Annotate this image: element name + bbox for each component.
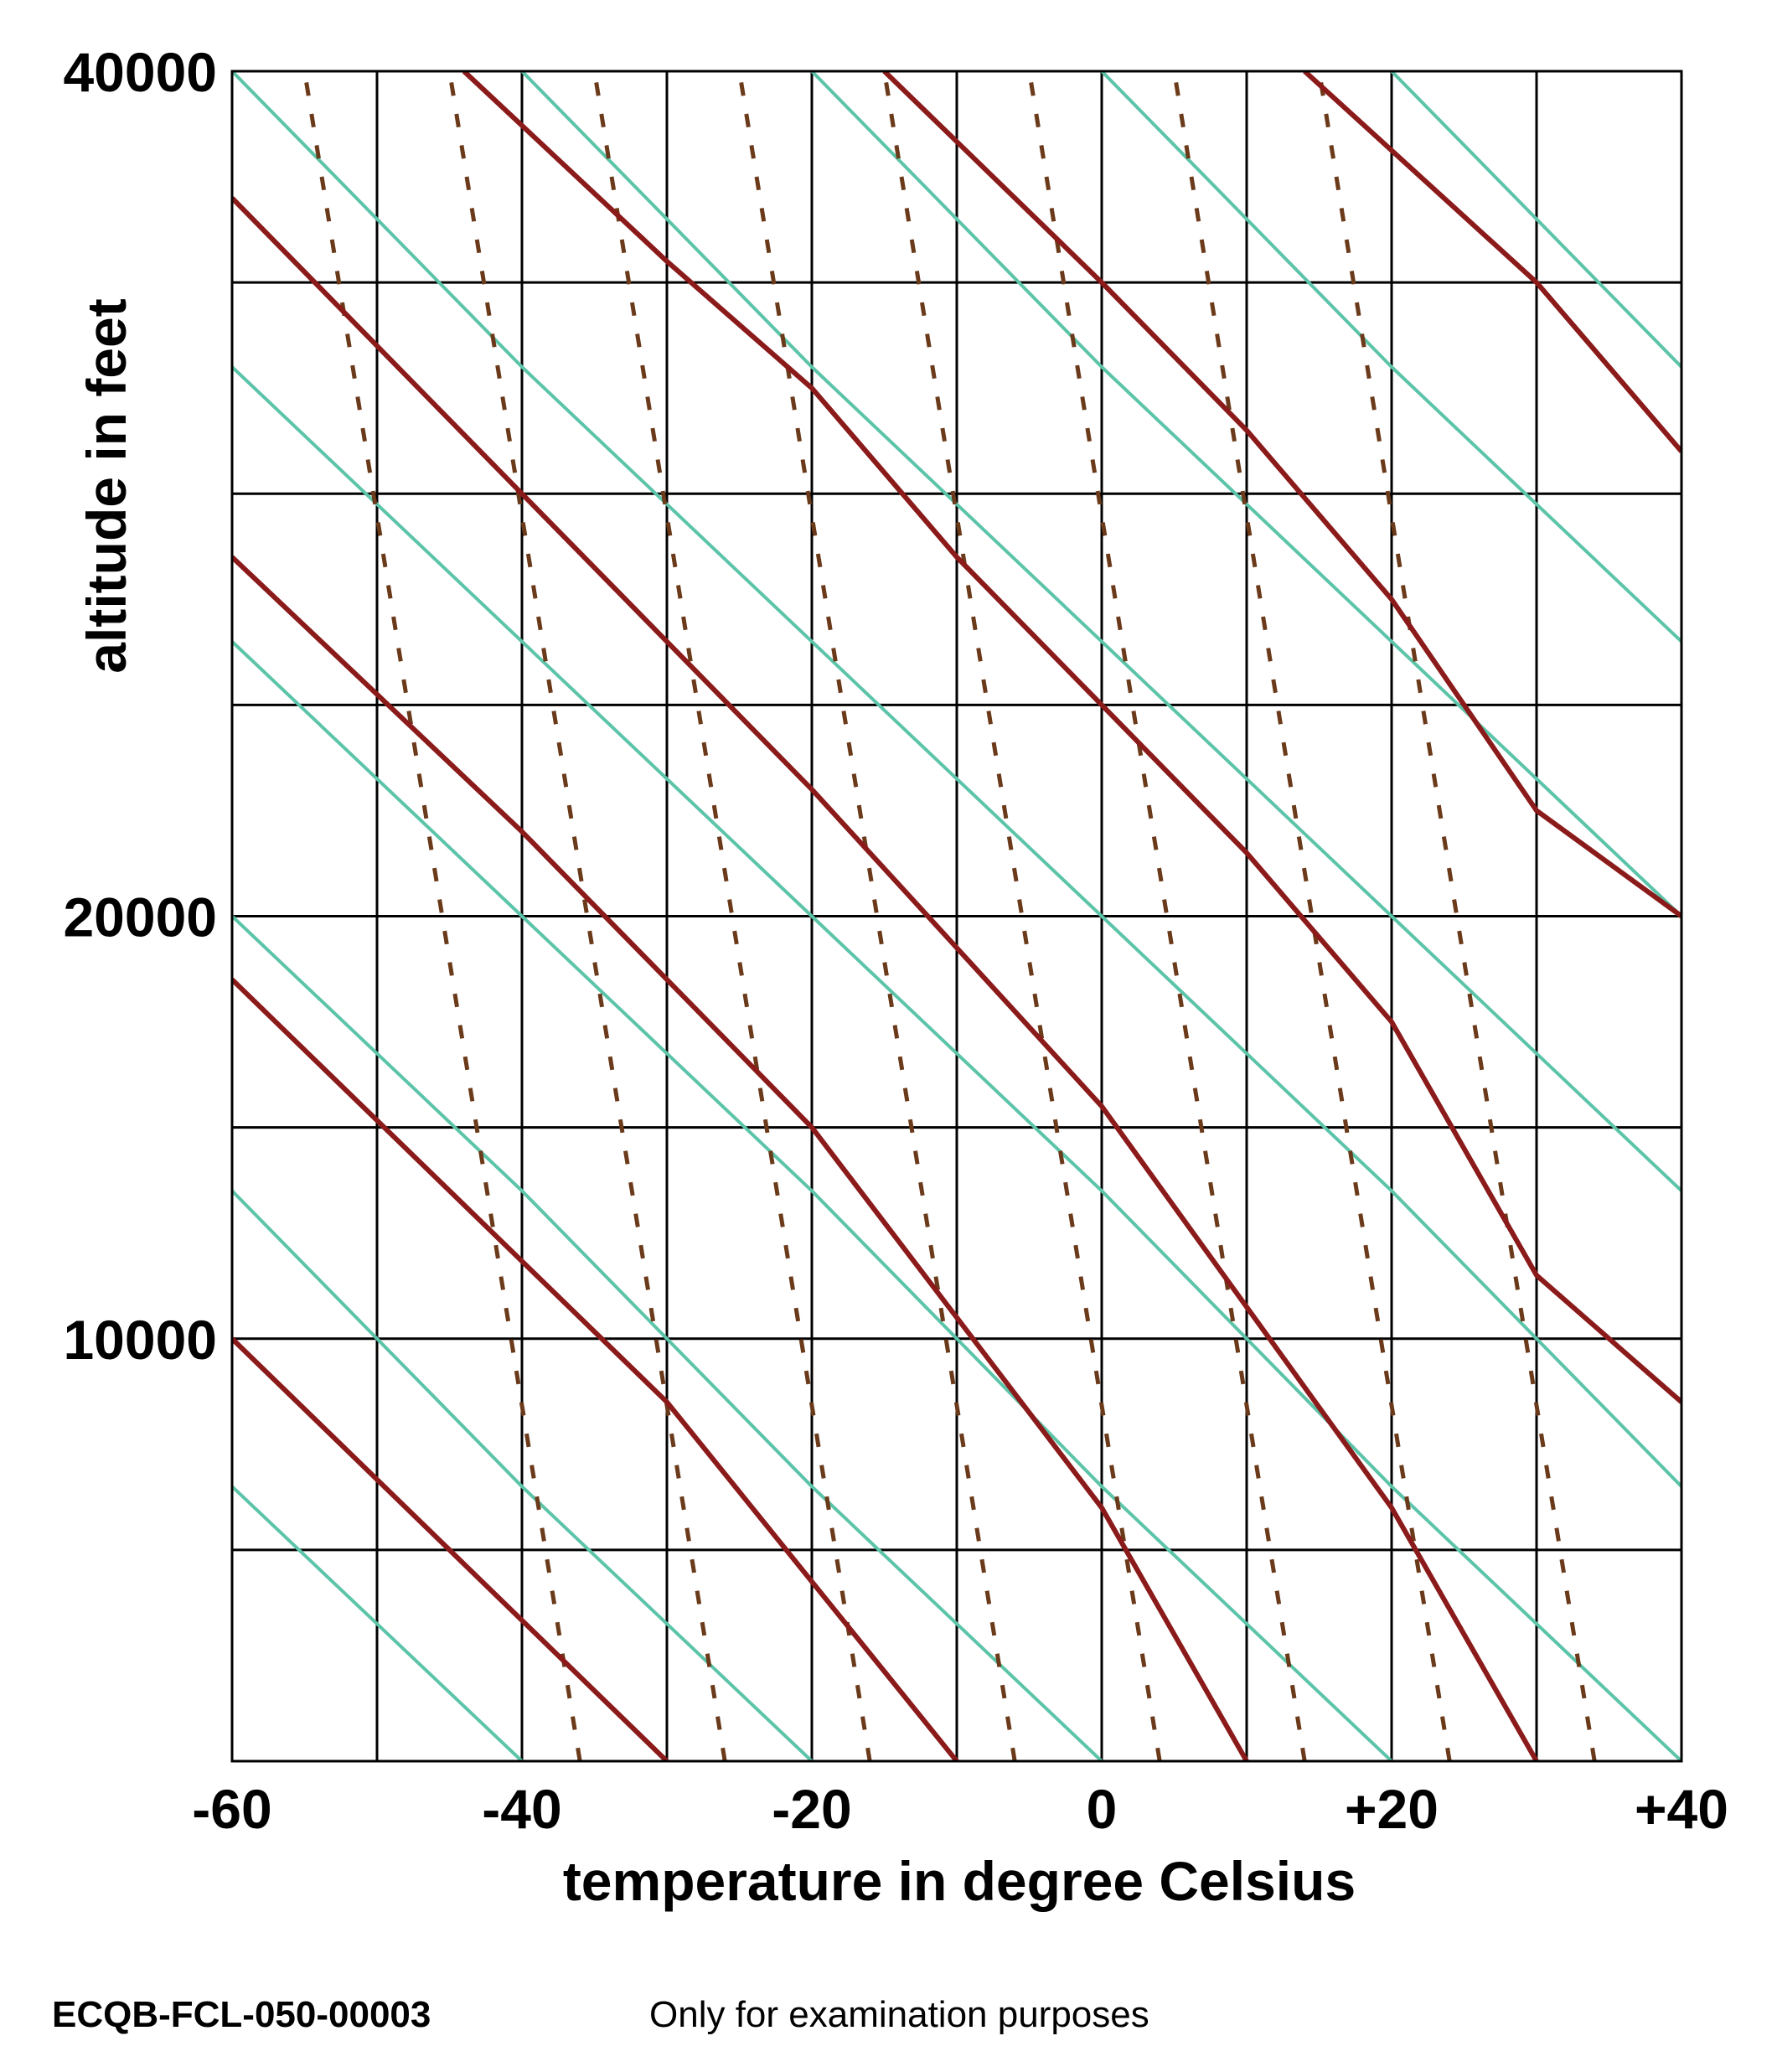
x-axis-label: temperature in degree Celsius [563,1850,1356,1912]
x-tick-label-4: -20 [772,1778,851,1840]
series-line-1-dry-adiabat [232,977,959,1761]
series-line-15-saturated-adiabat [1100,71,1681,643]
series-line-16-saturated-adiabat [1390,71,1681,369]
series-line-14-saturated-adiabat [810,71,1681,917]
x-tick-label-0: -60 [192,1778,271,1840]
series-line-9-saturated-adiabat [232,915,1103,1761]
series-line-7-saturated-adiabat [232,1485,524,1761]
series-line-4-dry-adiabat [462,71,1681,1404]
series-line-10-saturated-adiabat [232,640,1393,1761]
y-tick-label-8: 40000 [63,41,217,103]
series-line-5-dry-adiabat [882,71,1681,918]
y-axis-label: altitude in feet [75,298,137,673]
y-tick-label-4: 20000 [63,886,217,948]
series-line-6-dry-adiabat [1303,71,1681,453]
y-tick-label-2: 10000 [63,1309,217,1371]
plot-frame [230,70,1683,1763]
series-group [232,71,1681,1761]
y-tick-labels: 10000 20000 40000 [63,41,217,1371]
series-line-8-saturated-adiabat [232,1189,814,1761]
series-line-3-dry-adiabat [232,196,1539,1761]
grid [230,70,1683,1763]
x-tick-label-2: -40 [482,1778,561,1840]
x-tick-label-10: +40 [1635,1778,1728,1840]
x-tick-label-8: +20 [1345,1778,1439,1840]
series-line-2-dry-adiabat [232,555,1249,1761]
document-code: ECQB-FCL-050-00003 [52,1994,431,2035]
x-tick-labels: -60 -40 -20 0 +20 +40 [192,1778,1728,1840]
examination-note: Only for examination purposes [649,1994,1149,2035]
x-tick-label-6: 0 [1087,1778,1118,1840]
series-line-12-saturated-adiabat [232,71,1681,1488]
series-line-11-saturated-adiabat [232,365,1681,1761]
series-line-0-dry-adiabat [232,1336,669,1761]
series-line-13-saturated-adiabat [520,71,1681,1192]
